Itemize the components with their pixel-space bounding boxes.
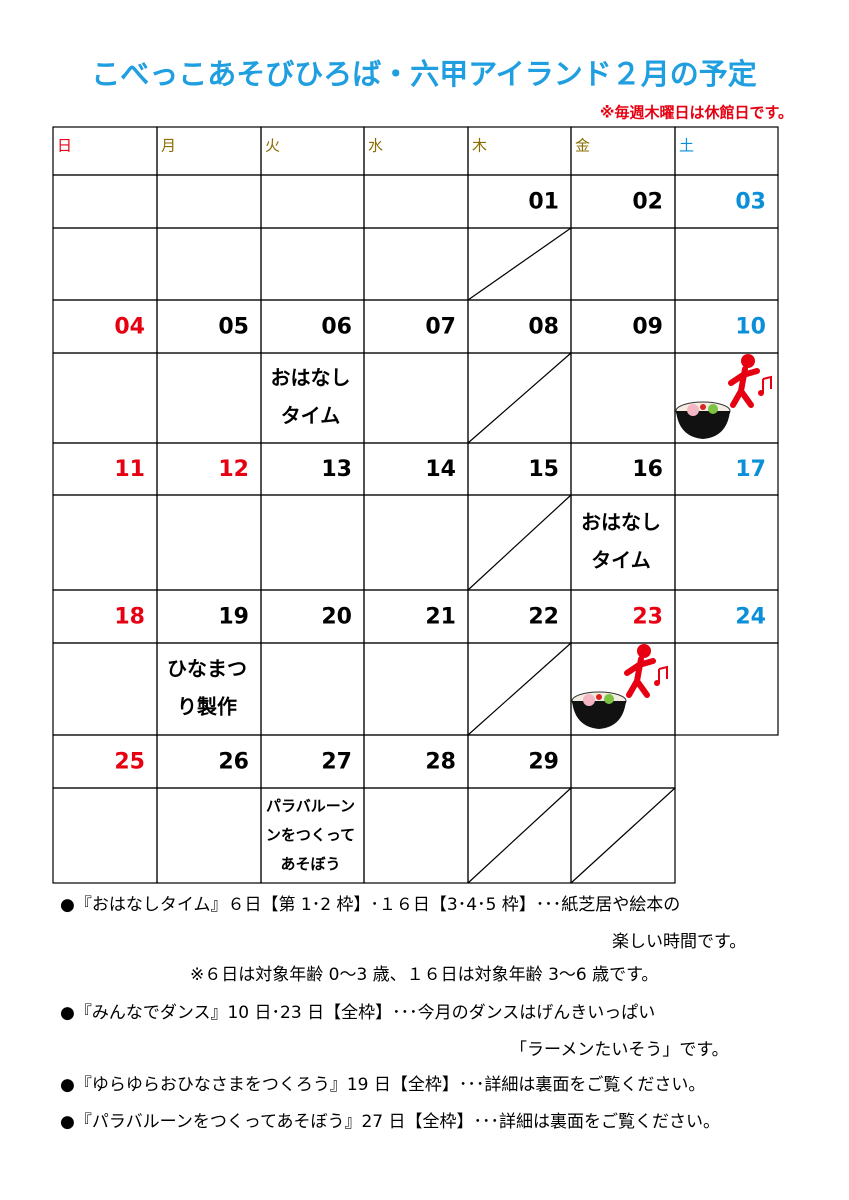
date-number: 28 [425, 750, 456, 775]
ramen-topping [596, 694, 602, 700]
weekday-label: 木 [472, 137, 487, 155]
date-number: 20 [321, 605, 352, 630]
dancer-head [637, 644, 651, 658]
weekday-label: 日 [57, 137, 72, 155]
dance-icon [675, 354, 772, 439]
closed-diagonal [467, 642, 572, 736]
music-note-head [654, 680, 660, 686]
date-number: 18 [114, 605, 145, 630]
date-number: 04 [114, 315, 145, 340]
ramen-bowl [572, 701, 626, 729]
music-note [658, 665, 668, 683]
date-number: 26 [218, 750, 249, 775]
dancer-body [624, 656, 656, 698]
event-text: タイム [281, 404, 341, 428]
closed-diagonal [467, 787, 572, 884]
note-line: ※６日は対象年齢 0～3 歳、１６日は対象年齢 3～6 歳です。 [190, 965, 658, 985]
weekday-label: 月 [161, 137, 176, 155]
closed-diagonal [467, 227, 572, 301]
note-line: 「ラーメンたいそう」です。 [510, 1040, 729, 1060]
music-note-head [758, 390, 764, 396]
date-number: 07 [425, 315, 456, 340]
note-line: ●『みんなでダンス』10 日･23 日【全枠】･･･今月のダンスはげんきいっぱい [60, 1003, 655, 1023]
closed-note: ※毎週木曜日は休館日です。 [600, 104, 793, 122]
date-number: 09 [632, 315, 663, 340]
date-number: 16 [632, 457, 663, 482]
ramen-topping [700, 404, 706, 410]
date-number: 12 [218, 457, 249, 482]
ramen-topping [687, 404, 699, 416]
music-note [762, 375, 772, 393]
date-number: 08 [528, 315, 559, 340]
ramen-bowl [676, 411, 730, 439]
title: こべっこあそびひろば・六甲アイランド２月の予定 [91, 57, 757, 91]
event-text: ひなまつ [167, 657, 247, 681]
weekday-label: 水 [368, 137, 383, 155]
date-number: 25 [114, 750, 145, 775]
dancer-head [741, 354, 755, 368]
event-text: あそぼう [280, 855, 340, 873]
date-number: 06 [321, 315, 352, 340]
weekday-label: 火 [265, 137, 280, 155]
date-number: 01 [528, 190, 559, 215]
date-number: 15 [528, 457, 559, 482]
date-number: 13 [321, 457, 352, 482]
date-number: 11 [114, 457, 145, 482]
date-number: 21 [425, 605, 456, 630]
event-text: り製作 [177, 695, 237, 719]
date-number: 23 [632, 605, 663, 630]
note-line: ●『ゆらゆらおひなさまをつくろう』19 日【全枠】･･･詳細は裏面をご覧ください… [60, 1074, 705, 1095]
date-number: 17 [735, 457, 766, 482]
date-number: 14 [425, 457, 456, 482]
note-line: ●『パラバルーンをつくってあそぼう』27 日【全枠】･･･詳細は裏面をご覧くださ… [60, 1111, 720, 1132]
closed-diagonal [467, 494, 572, 591]
note-line: ●『おはなしタイム』６日【第 1･2 枠】･１６日【3･4･5 枠】･･･紙芝居… [60, 895, 680, 915]
weekday-label: 土 [679, 137, 694, 155]
note-line: 楽しい時間です。 [612, 932, 746, 952]
closed-diagonal [467, 352, 572, 444]
date-number: 03 [735, 190, 766, 215]
weekday-label: 金 [575, 137, 590, 155]
event-text: タイム [591, 548, 651, 572]
ramen-topping [604, 694, 614, 704]
date-number: 10 [735, 315, 766, 340]
event-text: おはなし [271, 366, 351, 390]
date-number: 24 [735, 605, 766, 630]
event-text: パラバルーン [266, 797, 355, 815]
event-text: ンをつくって [266, 826, 355, 844]
event-text: おはなし [581, 510, 661, 534]
date-number: 29 [528, 750, 559, 775]
date-number: 22 [528, 605, 559, 630]
date-number: 05 [218, 315, 249, 340]
dancer-body [728, 366, 760, 408]
event-cell [570, 787, 676, 884]
dance-icon [571, 644, 668, 729]
date-number: 27 [321, 750, 352, 775]
date-number: 19 [218, 605, 249, 630]
ramen-topping [583, 694, 595, 706]
closed-diagonal [570, 787, 676, 884]
event-cell [674, 642, 779, 736]
date-number: 02 [632, 190, 663, 215]
ramen-topping [708, 404, 718, 414]
